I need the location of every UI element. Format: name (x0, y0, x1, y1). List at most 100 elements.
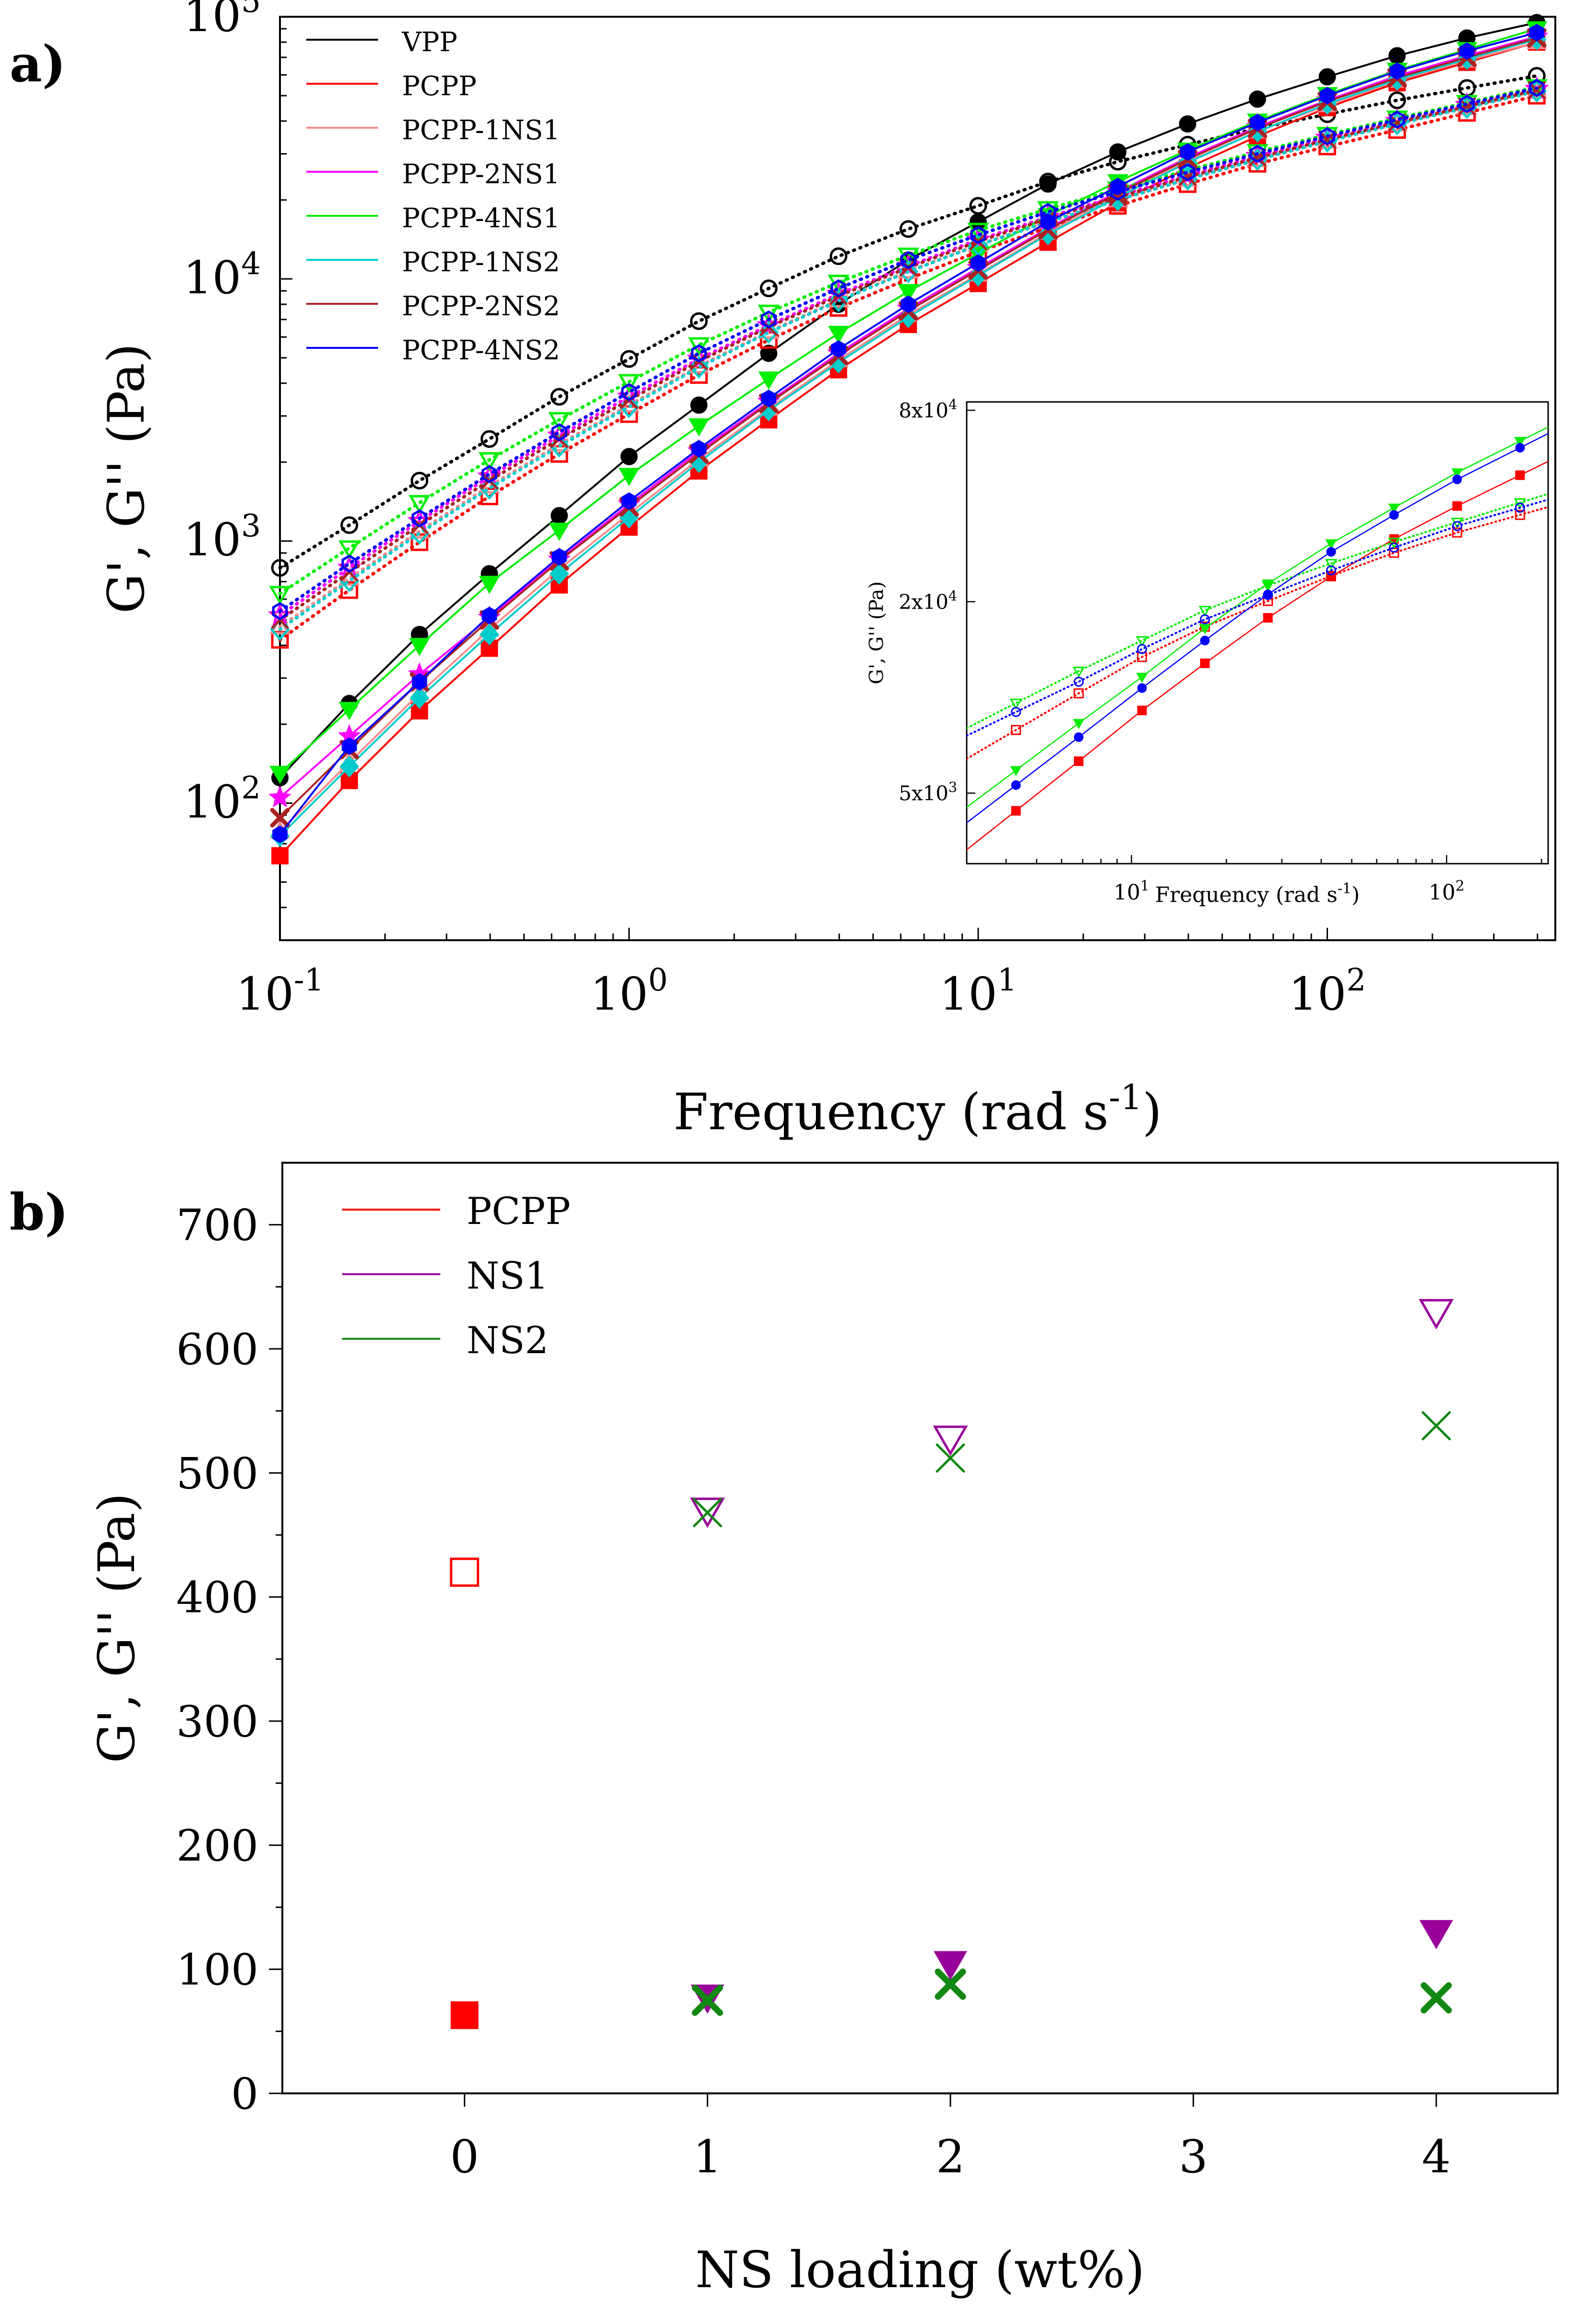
series-NS2-gp-point (1420, 1982, 1452, 2013)
series-VPP-gpp-point (480, 430, 499, 448)
inset-y-tick-label-exp: 4 (949, 588, 957, 604)
series-PCPP-4NS2-gp-point (272, 825, 288, 844)
series-PCPP-4NS2-gp-point (1040, 213, 1056, 231)
series-PCPP-4NS1-gpp-point (688, 337, 710, 356)
inset-series-PCPP-4NS1-gpp-point (1388, 537, 1400, 549)
y-tick-label: 400 (176, 1573, 258, 1623)
inset-y-axis-title: G', G'' (Pa) (866, 581, 888, 684)
series-PCPP-gpp-point (480, 487, 499, 505)
inset-series-PCPP-4NS1-gp-point (1388, 503, 1400, 514)
x-tick-label: 2 (936, 2131, 965, 2183)
y-tick-label-exp: 5 (241, 0, 261, 20)
series-PCPP-4NS2-gp-point (901, 295, 916, 313)
inset-series-PCPP-4NS2-gp-point (1452, 474, 1462, 484)
x-tick-label-exp: 1 (997, 962, 1017, 998)
series-PCPP-4NS2-gpp-point (970, 226, 986, 245)
inset-series-PCPP-4NS1-gp-point (1451, 468, 1463, 478)
inset-series-PCPP-4NS1-gpp-point (1136, 636, 1149, 647)
inset-series-PCPP-gp-point (1515, 470, 1525, 480)
series-VPP-gp-point (550, 507, 568, 524)
series-VPP-gp-point (1318, 68, 1336, 86)
series-VPP-gp-point (760, 345, 778, 362)
inset-plot-area (967, 426, 1548, 850)
series-PCPP-4NS2-gp-point (1319, 87, 1335, 105)
series-PCPP-4NS2-gpp-point (1319, 127, 1335, 145)
series-PCPP-1NS2-gpp-point (828, 289, 849, 312)
series-PCPP-4NS2-gp-point (831, 340, 847, 358)
series-PCPP-4NS2-gpp-point (412, 509, 427, 528)
series-VPP-gp-point (1388, 47, 1406, 65)
series-NS2-gpp-point (936, 1443, 965, 1473)
x-tick-label: 101 (939, 962, 1017, 1021)
series-PCPP-4NS1-gpp-point (967, 222, 989, 242)
plot-frame (281, 1162, 1559, 2094)
series-NS1-gp-point (933, 1951, 968, 1980)
inset-series-PCPP-4NS1-gp-point (1262, 579, 1274, 590)
inset-series-PCPP-4NS2-gpp-point (1011, 707, 1021, 717)
legend-label: PCPP-2NS2 (402, 291, 560, 322)
legend-label: PCPP-4NS1 (402, 203, 560, 234)
series-VPP-gp-point (1179, 115, 1196, 133)
series-PCPP-4NS2-gpp-point (1250, 145, 1265, 163)
inset-series-PCPP-4NS1-gpp-point (1198, 606, 1211, 617)
series-PCPP-4NS1-gpp-point (478, 452, 501, 471)
inset-y-tick-label: 8x104 (899, 396, 957, 423)
inset-series-PCPP-4NS1-gp-point (1072, 719, 1085, 729)
series-PCPP-1NS2-gp-point (549, 563, 569, 585)
panel-b: 0 1 2 3 4 0 100 200 300 400 500 600 700 NS loading (w… (88, 1162, 1559, 2299)
series-NS1-gpp-point (1418, 1299, 1454, 1330)
x-tick-label: 1 (693, 2131, 722, 2183)
series-PCPP-2NS2-gpp-point (1318, 131, 1336, 149)
series-PCPP-4NS2-gpp-line (278, 86, 1539, 613)
x-tick-label: 102 (1288, 962, 1366, 1021)
y-tick-label: 300 (176, 1697, 258, 1747)
series-NS2-gpp-point (692, 1498, 722, 1527)
x-tick-label: 3 (1179, 2131, 1207, 2183)
y-axis-title: G', G'' (Pa) (97, 344, 156, 614)
y-tick-label: 500 (176, 1448, 258, 1499)
inset-series-PCPP-4NS2-gpp-point (1515, 502, 1525, 513)
x-axis-title: Frequency (rad s-1) (673, 1077, 1162, 1141)
inset-series-PCPP-gp-point (1011, 806, 1021, 816)
series-PCPP-4NS1-gp-point (409, 638, 430, 656)
series-VPP-gpp-point (550, 388, 569, 406)
x-axis-title-xlabel: Frequency (rad s (673, 1083, 1109, 1141)
inset-series-PCPP-4NS1-gpp-point (1514, 498, 1527, 509)
series-PCPP-4NS2-gpp-point (551, 423, 567, 442)
series-PCPP-1NS2-gp-point (339, 755, 359, 778)
series-VPP-gpp-point (690, 312, 708, 330)
series-VPP-gpp-point (411, 471, 429, 489)
y-tick-label-base: 10 (183, 776, 241, 829)
series-PCPP-4NS1-gpp-point (408, 495, 431, 514)
legend-label: PCPP-4NS2 (402, 335, 560, 366)
inset-series-PCPP-4NS2-gp-point (1263, 589, 1273, 600)
series-PCPP-4NS2-gp-point (1250, 113, 1265, 132)
series-PCPP-gp-point (450, 2001, 479, 2029)
x-axis-title-xlabel_sup: -1 (1109, 1077, 1142, 1117)
series-PCPP-4NS2-gpp-point (900, 251, 916, 269)
series-PCPP-1NS2-gpp-line (278, 89, 1539, 631)
x-tick-label-base: 10 (1288, 968, 1346, 1021)
inset-x-tick-label-exp: 2 (1455, 878, 1464, 895)
series-PCPP-gpp-point (340, 581, 358, 599)
inset-x-axis-title-xlabel_sup: -1 (1338, 880, 1351, 897)
series-PCPP-2NS1-gp-point (268, 785, 292, 808)
series-PCPP-4NS2-gp-point (621, 492, 637, 510)
y-tick-label: 105 (183, 0, 261, 42)
inset-series-PCPP-4NS1-gp-point (1199, 624, 1211, 634)
inset-series-PCPP-4NS2-gpp-point (1389, 542, 1399, 553)
legend-label: PCPP (467, 1190, 570, 1233)
series-PCPP-4NS2-gpp-point (691, 344, 707, 363)
inset-frame (966, 401, 1549, 865)
series-PCPP-4NS2-gp-point (1110, 178, 1126, 196)
panel-b-label: b) (10, 1182, 68, 1242)
y-tick-label: 104 (183, 246, 261, 304)
y-tick-label: 700 (176, 1201, 258, 1251)
series-PCPP-4NS2-gpp-point (1459, 95, 1475, 113)
series-PCPP-4NS1-gpp-point (269, 586, 291, 605)
legend-label: PCPP-1NS2 (402, 247, 560, 278)
series-VPP-gpp-line (278, 74, 1539, 570)
inset-y-tick-label-exp: 4 (949, 396, 957, 412)
series-PCPP-4NS1-gp-point (339, 701, 360, 720)
plot-frame (279, 16, 1556, 941)
